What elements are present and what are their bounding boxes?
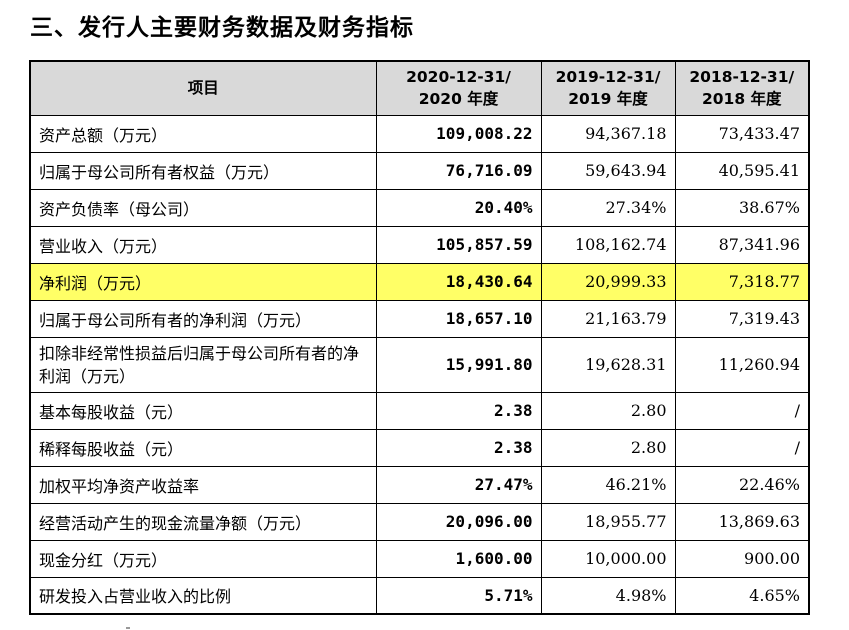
- value-2019: 20,999.33: [540, 262, 676, 301]
- table-row: 研发投入占营业收入的比例 5.71% 4.98% 4.65%: [29, 576, 810, 615]
- value-2018: 11,260.94: [674, 336, 810, 393]
- row-label: 基本每股收益（元）: [29, 391, 377, 430]
- table-row: 资产总额（万元） 109,008.22 94,367.18 73,433.47: [29, 114, 810, 153]
- value-2020: 27.47%: [375, 465, 542, 504]
- value-2019: 46.21%: [540, 465, 676, 504]
- value-2018: 4.65%: [674, 576, 810, 615]
- value-2018: 38.67%: [674, 188, 810, 227]
- value-2020: 76,716.09: [375, 151, 542, 190]
- value-2020: 15,991.80: [375, 336, 542, 393]
- row-label: 资产负债率（母公司）: [29, 188, 377, 227]
- value-2018: /: [674, 391, 810, 430]
- value-2019: 2.80: [540, 391, 676, 430]
- value-2019: 27.34%: [540, 188, 676, 227]
- value-2020: 2.38: [375, 391, 542, 430]
- row-label: 加权平均净资产收益率: [29, 465, 377, 504]
- value-2020: 5.71%: [375, 576, 542, 615]
- value-2019: 2.80: [540, 428, 676, 467]
- table-row-highlighted: 净利润（万元） 18,430.64 20,999.33 7,318.77: [29, 262, 810, 301]
- column-header-2018-year: 2018 年度: [701, 90, 782, 109]
- row-label: 净利润（万元）: [29, 262, 377, 301]
- value-2020: 18,657.10: [375, 299, 542, 338]
- value-2019: 18,955.77: [540, 502, 676, 541]
- table-row: 基本每股收益（元） 2.38 2.80 /: [29, 391, 810, 430]
- value-2018: 7,319.43: [674, 299, 810, 338]
- table-row: 经营活动产生的现金流量净额（万元） 20,096.00 18,955.77 13…: [29, 502, 810, 541]
- row-label: 研发投入占营业收入的比例: [29, 576, 377, 615]
- table-row: 扣除非经常性损益后归属于母公司所有者的净利润（万元） 15,991.80 19,…: [29, 336, 810, 393]
- column-header-2018: 2018-12-31/ 2018 年度: [674, 60, 810, 116]
- value-2018: 40,595.41: [674, 151, 810, 190]
- table-row: 资产负债率（母公司） 20.40% 27.34% 38.67%: [29, 188, 810, 227]
- row-label: 归属于母公司所有者的净利润（万元）: [29, 299, 377, 338]
- value-2020: 109,008.22: [375, 114, 542, 153]
- row-label: 资产总额（万元）: [29, 114, 377, 153]
- value-2019: 4.98%: [540, 576, 676, 615]
- value-2018: 73,433.47: [674, 114, 810, 153]
- value-2019: 21,163.79: [540, 299, 676, 338]
- row-label: 稀释每股收益（元）: [29, 428, 377, 467]
- value-2019: 94,367.18: [540, 114, 676, 153]
- column-header-2020-date: 2020-12-31/: [406, 68, 511, 87]
- row-label: 扣除非经常性损益后归属于母公司所有者的净利润（万元）: [29, 336, 377, 393]
- row-label: 归属于母公司所有者权益（万元）: [29, 151, 377, 190]
- value-2018: 22.46%: [674, 465, 810, 504]
- column-header-item: 项目: [29, 60, 377, 116]
- row-label: 现金分红（万元）: [29, 539, 377, 578]
- value-2019: 59,643.94: [540, 151, 676, 190]
- value-2020: 20.40%: [375, 188, 542, 227]
- value-2019: 108,162.74: [540, 225, 676, 264]
- stray-mark: [126, 627, 130, 629]
- column-header-2020: 2020-12-31/ 2020 年度: [375, 60, 542, 116]
- column-header-2019-date: 2019-12-31/: [555, 68, 661, 87]
- section-heading: 三、发行人主要财务数据及财务指标: [30, 15, 414, 41]
- table-row: 归属于母公司所有者的净利润（万元） 18,657.10 21,163.79 7,…: [29, 299, 810, 338]
- column-header-2019: 2019-12-31/ 2019 年度: [540, 60, 676, 116]
- table-row: 加权平均净资产收益率 27.47% 46.21% 22.46%: [29, 465, 810, 504]
- value-2018: 13,869.63: [674, 502, 810, 541]
- table-row: 营业收入（万元） 105,857.59 108,162.74 87,341.96: [29, 225, 810, 264]
- value-2020: 18,430.64: [375, 262, 542, 301]
- row-label: 营业收入（万元）: [29, 225, 377, 264]
- value-2018: /: [674, 428, 810, 467]
- value-2019: 10,000.00: [540, 539, 676, 578]
- value-2018: 7,318.77: [674, 262, 810, 301]
- value-2018: 87,341.96: [674, 225, 810, 264]
- value-2020: 1,600.00: [375, 539, 542, 578]
- value-2020: 2.38: [375, 428, 542, 467]
- table-header-row: 项目 2020-12-31/ 2020 年度 2019-12-31/ 2019 …: [29, 60, 810, 116]
- table-row: 稀释每股收益（元） 2.38 2.80 /: [29, 428, 810, 467]
- value-2020: 105,857.59: [375, 225, 542, 264]
- financial-data-table: 项目 2020-12-31/ 2020 年度 2019-12-31/ 2019 …: [29, 60, 810, 615]
- column-header-2019-year: 2019 年度: [568, 90, 648, 109]
- table-row: 现金分红（万元） 1,600.00 10,000.00 900.00: [29, 539, 810, 578]
- value-2020: 20,096.00: [375, 502, 542, 541]
- table-row: 归属于母公司所有者权益（万元） 76,716.09 59,643.94 40,5…: [29, 151, 810, 190]
- value-2019: 19,628.31: [540, 336, 676, 393]
- column-header-2018-date: 2018-12-31/: [689, 68, 795, 87]
- row-label: 经营活动产生的现金流量净额（万元）: [29, 502, 377, 541]
- column-header-2020-year: 2020 年度: [418, 90, 499, 109]
- value-2018: 900.00: [674, 539, 810, 578]
